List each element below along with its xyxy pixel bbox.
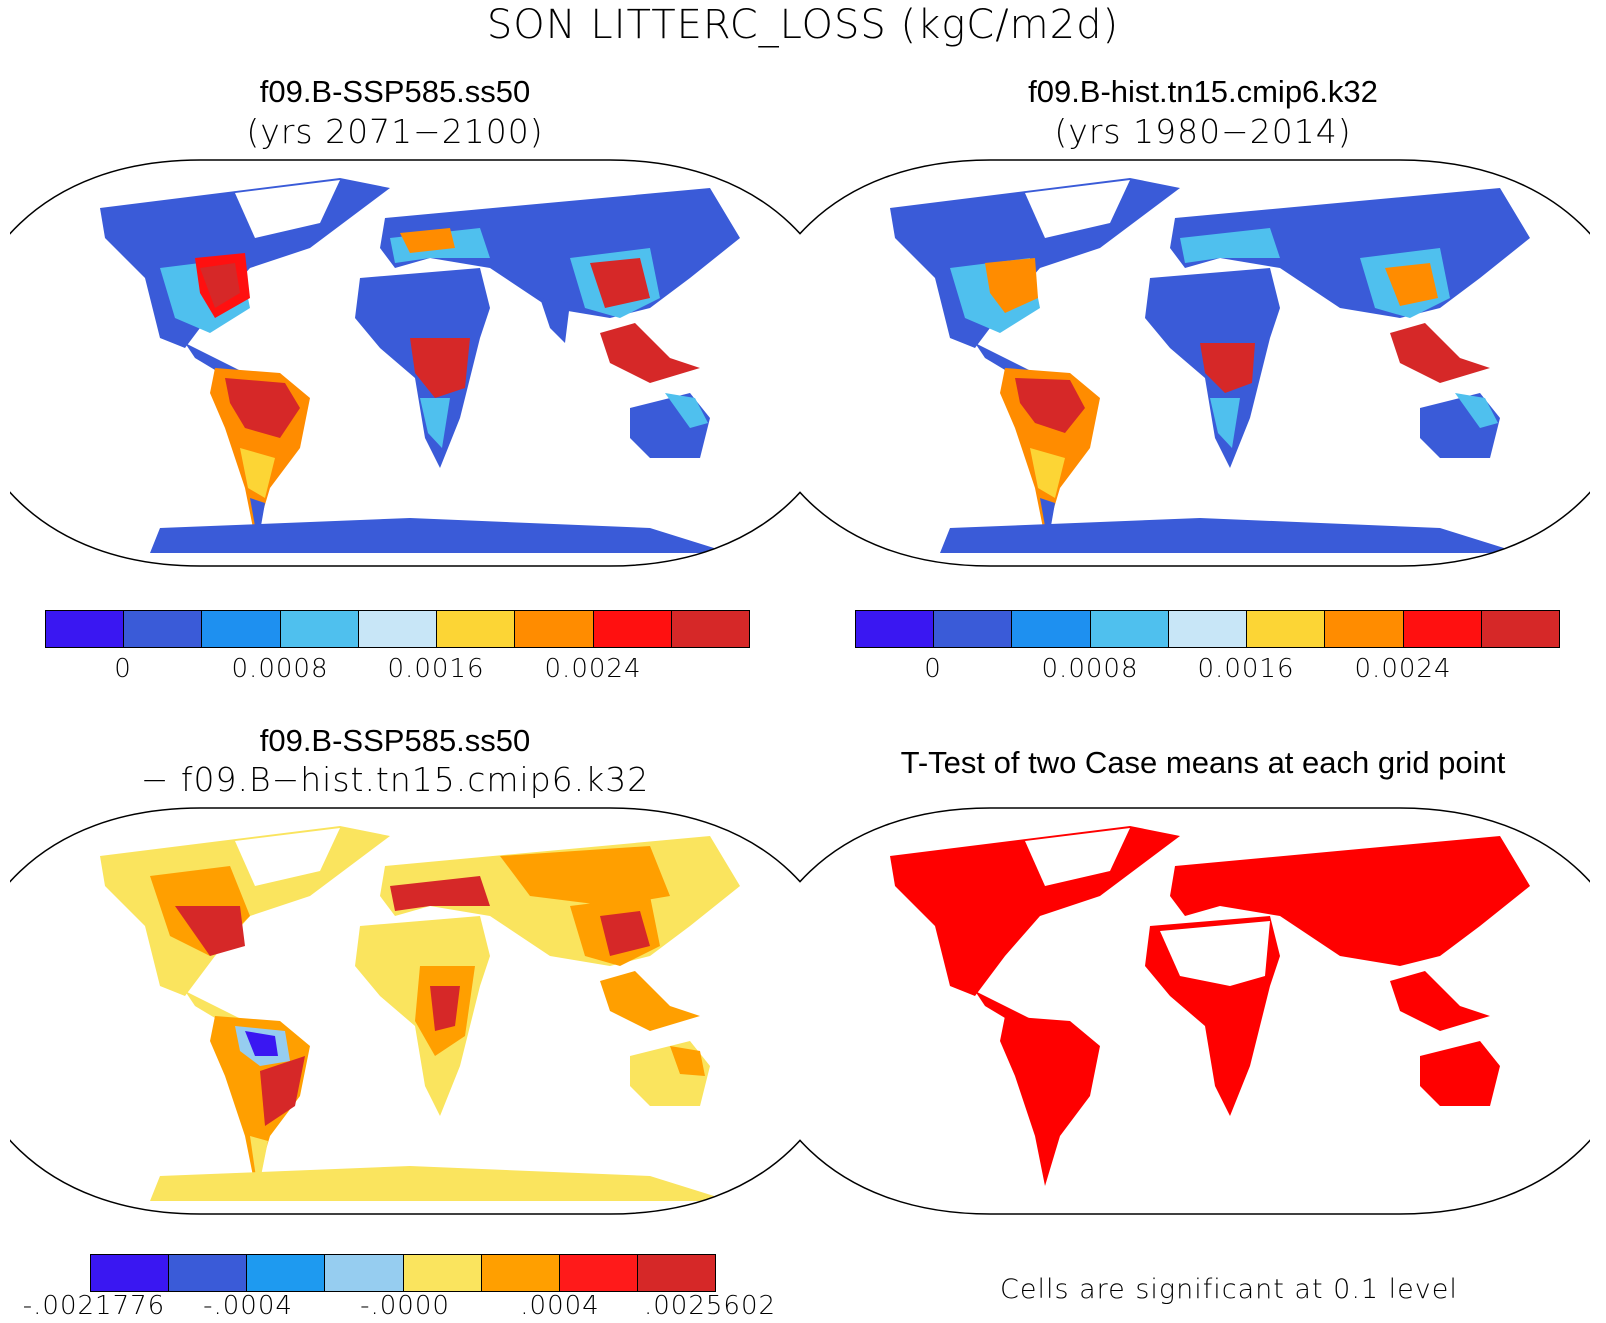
tick-label: 0.0008 — [1041, 654, 1139, 684]
panel-title-historical: f09.B-hist.tn15.cmip6.k32 — [1028, 74, 1378, 109]
colorbar-future — [45, 610, 750, 648]
panel-subtitle-historical: (yrs 1980−2014) — [1054, 112, 1352, 151]
swatch-3 — [1012, 611, 1091, 647]
swatch-8 — [593, 611, 672, 647]
swatch-3 — [247, 1255, 326, 1291]
figure-title: SON LITTERC_LOSS (kgC/m2d) — [486, 2, 1120, 48]
map-future-mean — [10, 159, 800, 567]
swatch-9 — [671, 611, 749, 647]
tick-label: 0.0016 — [1197, 654, 1295, 684]
swatch-2 — [934, 611, 1013, 647]
tick-label: 0.0008 — [231, 654, 329, 684]
colorbar-difference — [90, 1254, 716, 1292]
tick-label: 0 — [924, 654, 942, 684]
panel-title-ttest: T-Test of two Case means at each grid po… — [900, 745, 1506, 780]
swatch-2 — [124, 611, 203, 647]
swatch-5 — [403, 1255, 482, 1291]
swatch-7 — [515, 611, 594, 647]
tick-label: 0.0016 — [387, 654, 485, 684]
tick-label: .0004 — [520, 1291, 600, 1321]
map-ttest-significance — [800, 807, 1590, 1215]
swatch-4 — [325, 1255, 404, 1291]
map-historical-mean — [800, 159, 1590, 567]
panel-subtitle-future: (yrs 2071−2100) — [246, 112, 544, 151]
tick-label: -.0000 — [360, 1291, 450, 1321]
tick-label: 0.0024 — [1354, 654, 1452, 684]
significance-note: Cells are significant at 0.1 level — [1000, 1274, 1458, 1305]
swatch-4 — [1090, 611, 1169, 647]
tick-label: -.0004 — [203, 1291, 293, 1321]
map-difference — [10, 807, 800, 1215]
panel-title-difference: f09.B-SSP585.ss50 — [259, 723, 531, 758]
swatch-6 — [481, 1255, 560, 1291]
panel-subtitle-difference: − f09.B−hist.tn15.cmip6.k32 — [140, 760, 650, 799]
swatch-5 — [358, 611, 438, 647]
swatch-4 — [280, 611, 359, 647]
tick-label: -.0021776 — [22, 1291, 166, 1321]
swatch-8 — [1403, 611, 1482, 647]
swatch-5 — [1168, 611, 1248, 647]
swatch-9 — [1481, 611, 1559, 647]
swatch-1 — [91, 1255, 170, 1291]
tick-label: 0.0024 — [544, 654, 642, 684]
swatch-6 — [1247, 611, 1326, 647]
tick-label: 0 — [114, 654, 132, 684]
swatch-7 — [1325, 611, 1404, 647]
swatch-3 — [202, 611, 281, 647]
swatch-2 — [169, 1255, 248, 1291]
tick-label: .0025602 — [643, 1291, 777, 1321]
swatch-8 — [637, 1255, 715, 1291]
swatch-1 — [46, 611, 125, 647]
swatch-7 — [559, 1255, 638, 1291]
swatch-1 — [856, 611, 935, 647]
panel-title-future: f09.B-SSP585.ss50 — [259, 74, 531, 109]
colorbar-historical — [855, 610, 1560, 648]
swatch-6 — [437, 611, 516, 647]
